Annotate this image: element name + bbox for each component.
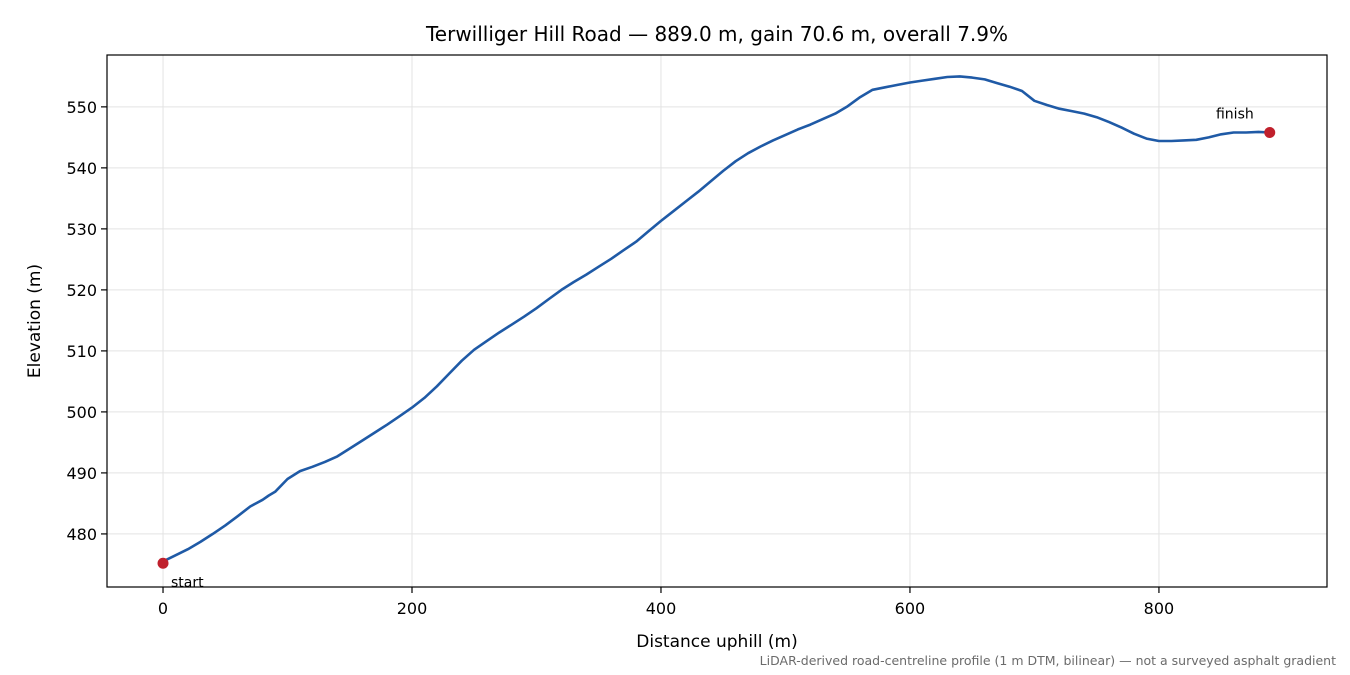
x-axis: 0 200 400 600 800: [158, 587, 1174, 618]
x-tick-label: 0: [158, 599, 168, 618]
y-tick-label: 500: [66, 403, 97, 422]
plot-area: [161, 75, 1271, 563]
y-tick-label: 550: [66, 98, 97, 117]
y-axis: 480 490 500 510 520 530 540 550: [66, 98, 107, 544]
grid: [107, 55, 1327, 587]
annotations: start finish: [157, 106, 1276, 591]
x-tick-label: 600: [895, 599, 926, 618]
y-tick-label: 490: [66, 464, 97, 483]
y-axis-title: Elevation (m): [25, 264, 45, 378]
chart-title: Terwilliger Hill Road — 889.0 m, gain 70…: [425, 22, 1008, 46]
y-tick-label: 540: [66, 159, 97, 178]
footnote: LiDAR-derived road-centreline profile (1…: [760, 653, 1336, 668]
x-tick-label: 800: [1144, 599, 1175, 618]
y-tick-label: 530: [66, 220, 97, 239]
y-tick-label: 510: [66, 342, 97, 361]
x-tick-label: 400: [646, 599, 677, 618]
elevation-line: [161, 75, 1271, 563]
x-axis-title: Distance uphill (m): [636, 632, 797, 652]
y-tick-label: 480: [66, 525, 97, 544]
y-tick-label: 520: [66, 281, 97, 300]
finish-marker: [1264, 126, 1276, 138]
start-label: start: [171, 575, 204, 591]
start-marker: [157, 557, 169, 569]
x-tick-label: 200: [397, 599, 428, 618]
finish-label: finish: [1216, 106, 1254, 122]
plot-frame: [106, 54, 1328, 588]
